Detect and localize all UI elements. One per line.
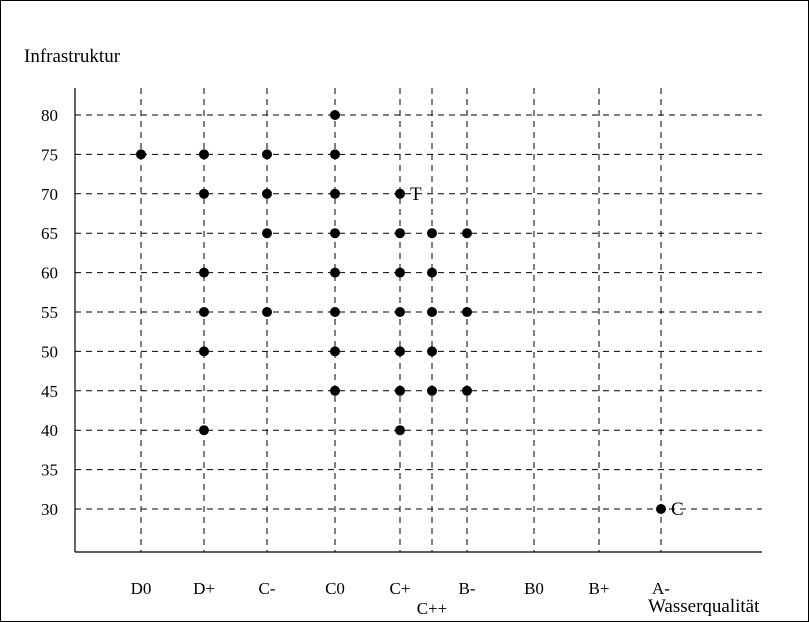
y-tick-label: 30 [41, 500, 58, 519]
data-point [330, 149, 340, 160]
data-point [462, 228, 472, 239]
data-point [199, 188, 209, 199]
x-tick-label: B+ [589, 579, 610, 598]
data-point [330, 307, 340, 317]
y-tick-label: 40 [41, 421, 58, 440]
data-point [262, 307, 272, 317]
data-point [199, 307, 209, 317]
horizontal-gridlines [75, 114, 762, 510]
data-point [262, 188, 272, 199]
vertical-gridlines [140, 88, 662, 552]
data-point [395, 346, 405, 357]
data-point [395, 385, 405, 396]
data-point [427, 307, 437, 317]
x-axis-label: Wasserqualität [648, 596, 760, 617]
y-tick-label: 80 [41, 106, 58, 125]
data-point [262, 149, 272, 160]
y-tick-label: 35 [41, 461, 58, 480]
data-point [395, 188, 405, 199]
x-tick-label: A- [652, 579, 670, 598]
point-label: T [410, 184, 422, 205]
y-tick-label: 65 [41, 224, 58, 243]
data-point [330, 385, 340, 396]
data-point [395, 228, 405, 239]
y-tick-label: 60 [41, 264, 58, 283]
data-point [395, 307, 405, 317]
data-point [427, 267, 437, 278]
x-tick-label: C+ [390, 579, 411, 598]
data-point [199, 425, 209, 436]
x-tick-label: D+ [193, 579, 215, 598]
y-tick-label: 45 [41, 382, 58, 401]
y-tick-label: 70 [41, 185, 58, 204]
y-tick-labels: 80 75 70 65 60 55 50 45 40 35 30 [41, 106, 58, 519]
y-tick-label: 75 [41, 145, 58, 164]
x-tick-labels: D0 D+ C- C0 C+ C++ B- B0 B+ A- [131, 579, 671, 618]
data-point [199, 346, 209, 357]
point-labels: TC [410, 184, 684, 520]
data-point [427, 228, 437, 239]
y-tick-label: 55 [41, 303, 58, 322]
x-tick-label: C- [259, 579, 276, 598]
data-point [330, 228, 340, 239]
x-tick-label: C++ [417, 599, 448, 618]
x-tick-label: C0 [325, 579, 345, 598]
x-tick-label: D0 [131, 579, 152, 598]
y-axis-label: Infrastruktur [24, 46, 121, 67]
x-tick-label: B0 [524, 579, 544, 598]
data-point [395, 267, 405, 278]
data-points [136, 110, 666, 514]
data-point [462, 385, 472, 396]
data-point [262, 228, 272, 239]
y-tick-label: 50 [41, 342, 58, 361]
data-point [136, 149, 146, 160]
data-point [427, 385, 437, 396]
data-point [395, 425, 405, 436]
data-point [199, 267, 209, 278]
point-label: C [671, 499, 684, 520]
data-point [199, 149, 209, 160]
data-point [330, 110, 340, 120]
x-tick-label: B- [459, 579, 476, 598]
data-point [330, 188, 340, 199]
data-point [330, 267, 340, 278]
data-point [656, 504, 666, 514]
data-point [462, 307, 472, 317]
data-point [427, 346, 437, 357]
data-point [330, 346, 340, 357]
